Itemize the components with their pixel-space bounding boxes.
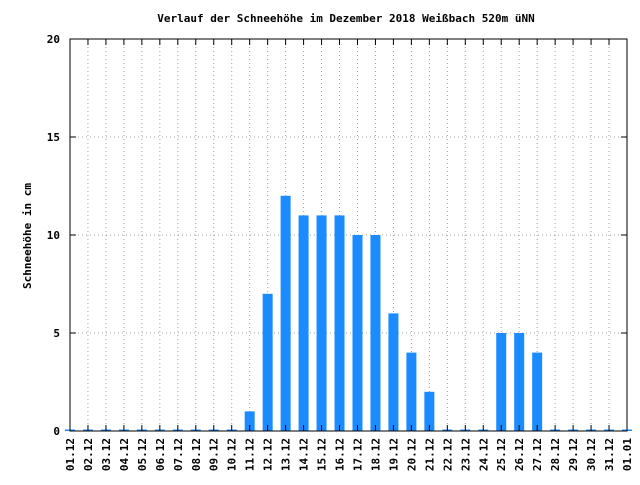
chart-title: Verlauf der Schneehöhe im Dezember 2018 … [157, 12, 535, 25]
bar-20.12 [406, 352, 417, 431]
x-tick-label: 23.12 [459, 438, 472, 471]
x-tick-label: 08.12 [190, 438, 203, 471]
bar-25.12 [496, 333, 507, 431]
x-tick-label: 15.12 [316, 438, 329, 471]
x-tick-label: 04.12 [118, 438, 131, 471]
x-tick-label: 16.12 [334, 438, 347, 471]
x-tick-label: 30.12 [585, 438, 598, 471]
ticks [69, 38, 628, 432]
x-tick-label: 25.12 [495, 438, 508, 471]
x-tick-label: 18.12 [369, 438, 382, 471]
x-tick-label: 17.12 [351, 438, 364, 471]
y-tick-label: 10 [47, 229, 60, 242]
x-tick-label: 31.12 [603, 438, 616, 471]
x-tick-label: 07.12 [172, 438, 185, 471]
x-tick-label: 12.12 [262, 438, 275, 471]
y-tick-label: 0 [53, 425, 60, 438]
y-axis-label: Schneehöhe in cm [21, 183, 34, 289]
bar-12.12 [262, 293, 273, 431]
bar-16.12 [334, 215, 345, 431]
x-tick-label: 22.12 [441, 438, 454, 471]
x-tick-label: 03.12 [100, 438, 113, 471]
x-tick-label: 13.12 [280, 438, 293, 471]
plot-frame [69, 38, 628, 432]
bar-17.12 [352, 235, 363, 431]
x-tick-label: 14.12 [298, 438, 311, 471]
x-tick-label: 10.12 [226, 438, 239, 471]
grid [70, 39, 627, 431]
x-tick-label: 01.01 [621, 438, 634, 471]
x-tick-label: 29.12 [567, 438, 580, 471]
x-tick-label: 19.12 [387, 438, 400, 471]
x-tick-label: 21.12 [423, 438, 436, 471]
y-tick-label: 15 [47, 131, 60, 144]
bar-26.12 [514, 333, 525, 431]
bar-27.12 [532, 352, 543, 431]
x-tick-label: 02.12 [82, 438, 95, 471]
x-tick-label: 24.12 [477, 438, 490, 471]
x-tick-labels: 01.12 02.12 03.12 04.12 05.12 06.12 07.12 08.12… [64, 438, 634, 471]
y-tick-label: 5 [53, 327, 60, 340]
x-tick-label: 06.12 [154, 438, 167, 471]
bars [65, 195, 632, 431]
bar-13.12 [280, 195, 291, 431]
bar-21.12 [424, 391, 435, 431]
bar-14.12 [298, 215, 309, 431]
bar-11.12 [244, 411, 255, 431]
bar-18.12 [370, 235, 381, 431]
x-tick-label: 20.12 [405, 438, 418, 471]
bar-19.12 [388, 313, 399, 431]
x-tick-label: 09.12 [208, 438, 221, 471]
x-tick-label: 11.12 [244, 438, 257, 471]
x-tick-label: 27.12 [531, 438, 544, 471]
x-tick-label: 26.12 [513, 438, 526, 471]
x-tick-label: 28.12 [549, 438, 562, 471]
x-tick-label: 01.12 [64, 438, 77, 471]
bar-15.12 [316, 215, 327, 431]
x-tick-label: 05.12 [136, 438, 149, 471]
y-tick-label: 20 [47, 33, 60, 46]
y-tick-labels: 0 5 10 15 20 [47, 33, 60, 438]
